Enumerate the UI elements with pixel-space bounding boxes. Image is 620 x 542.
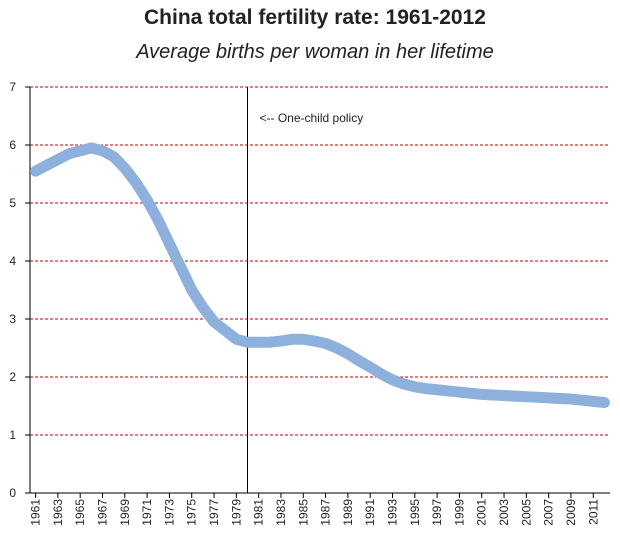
x-tick-label: 1989 <box>341 499 355 526</box>
y-tick-label: 6 <box>9 138 16 152</box>
y-tick-label: 7 <box>9 80 16 94</box>
x-tick-label: 2009 <box>564 499 578 526</box>
x-tick-label: 1987 <box>319 499 333 526</box>
chart-title: China total fertility rate: 1961-2012 <box>144 6 486 29</box>
chart-subtitle: Average births per woman in her lifetime <box>135 41 494 63</box>
annotation: <-- One-child policy <box>260 111 364 125</box>
x-tick-label: 1981 <box>252 499 266 526</box>
x-tick-label: 2001 <box>475 499 489 526</box>
x-tick-label: 2003 <box>497 499 511 526</box>
x-tick-label: 1993 <box>386 499 400 526</box>
x-tick-label: 1973 <box>162 499 176 526</box>
x-tick-label: 1961 <box>29 499 43 526</box>
x-tick-label: 1999 <box>452 499 466 526</box>
line <box>30 142 610 409</box>
x-tick-label: 1963 <box>51 499 65 526</box>
x-tick-label: 1995 <box>408 499 422 526</box>
x-tick-label: 2007 <box>542 499 556 526</box>
y-tick-label: 3 <box>9 312 16 326</box>
y-tick-label: 2 <box>9 370 16 384</box>
x-tick-label: 1967 <box>96 499 110 526</box>
x-tick-label: 1977 <box>207 499 221 526</box>
y-tick-label: 4 <box>9 254 16 268</box>
x-tick-label: 2011 <box>586 499 600 525</box>
x-tick-label: 1965 <box>73 499 87 526</box>
x-tick-label: 1975 <box>185 499 199 526</box>
x-tick-label: 1991 <box>363 499 377 526</box>
x-tick-label: 1983 <box>274 499 288 526</box>
y-tick-label: 1 <box>9 428 16 442</box>
x-tick-label: 1985 <box>296 499 310 526</box>
y-tick-label: 0 <box>9 486 16 500</box>
x-tick-label: 1979 <box>229 499 243 526</box>
x-tick-label: 1971 <box>140 499 154 526</box>
y-tick-label: 5 <box>9 196 16 210</box>
x-tick-label: 2005 <box>519 499 533 526</box>
x-tick-label: 1997 <box>430 499 444 526</box>
x-tick-label: 1969 <box>118 499 132 526</box>
